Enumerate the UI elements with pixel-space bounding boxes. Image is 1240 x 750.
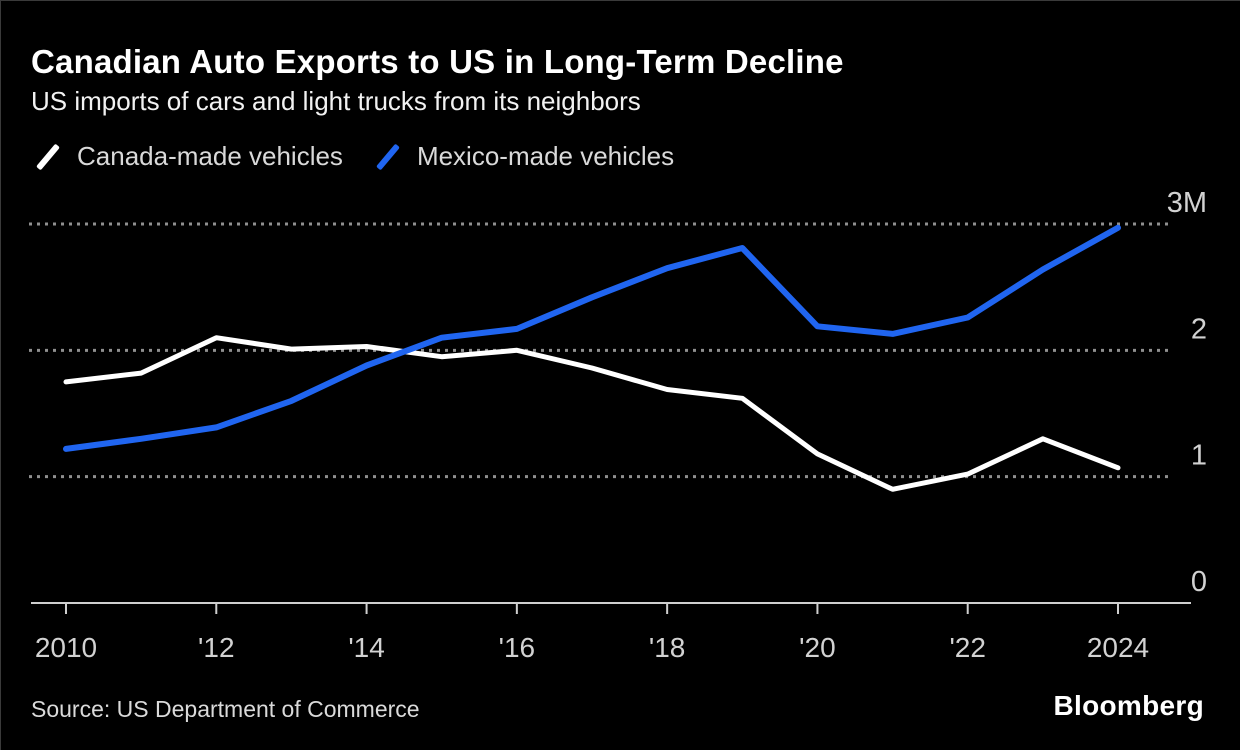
y-tick-label-3m: 3M <box>1167 187 1207 219</box>
x-tick-label-22: '22 <box>949 632 986 663</box>
series-lines <box>63 224 1121 492</box>
x-tick-label-18: '18 <box>649 632 686 663</box>
y-axis-labels: 3M 2 1 0 <box>1167 187 1207 598</box>
line-chart: 3M 2 1 0 2010 '12 '14 '16 '18 '20 '22 2024 <box>29 187 1207 663</box>
y-tick-label-2: 2 <box>1191 313 1207 345</box>
chart-legend: Canada-made vehicles Mexico-made vehicles <box>33 141 674 172</box>
x-tick-label-20: '20 <box>799 632 836 663</box>
x-tick-label-12: '12 <box>198 632 235 663</box>
legend-slash-icon <box>36 143 60 170</box>
bloomberg-logo: Bloomberg <box>1053 690 1204 721</box>
legend-item-mexico: Mexico-made vehicles <box>373 141 674 172</box>
y-tick-label-0: 0 <box>1191 566 1207 598</box>
chart-subtitle: US imports of cars and light trucks from… <box>31 86 641 116</box>
legend-item-label: Mexico-made vehicles <box>416 141 675 171</box>
legend-slash-icon <box>375 143 400 170</box>
y-tick-label-1: 1 <box>1191 440 1207 472</box>
x-tick-label-14: '14 <box>348 632 385 663</box>
gridlines <box>29 222 1173 479</box>
mexico-made-vehicles-line <box>63 224 1121 452</box>
chart-title: Canadian Auto Exports to US in Long-Term… <box>31 43 844 80</box>
x-axis <box>31 602 1191 614</box>
source-note: Source: US Department of Commerce <box>31 696 420 722</box>
legend-item-canada: Canada-made vehicles <box>33 141 343 172</box>
x-axis-labels: 2010 '12 '14 '16 '18 '20 '22 2024 <box>35 632 1149 663</box>
x-tick-label-16: '16 <box>499 632 536 663</box>
x-tick-label-2010: 2010 <box>35 632 97 663</box>
legend-item-label: Canada-made vehicles <box>77 141 343 171</box>
canada-made-vehicles-line <box>63 335 1121 492</box>
x-tick-label-2024: 2024 <box>1087 632 1149 663</box>
